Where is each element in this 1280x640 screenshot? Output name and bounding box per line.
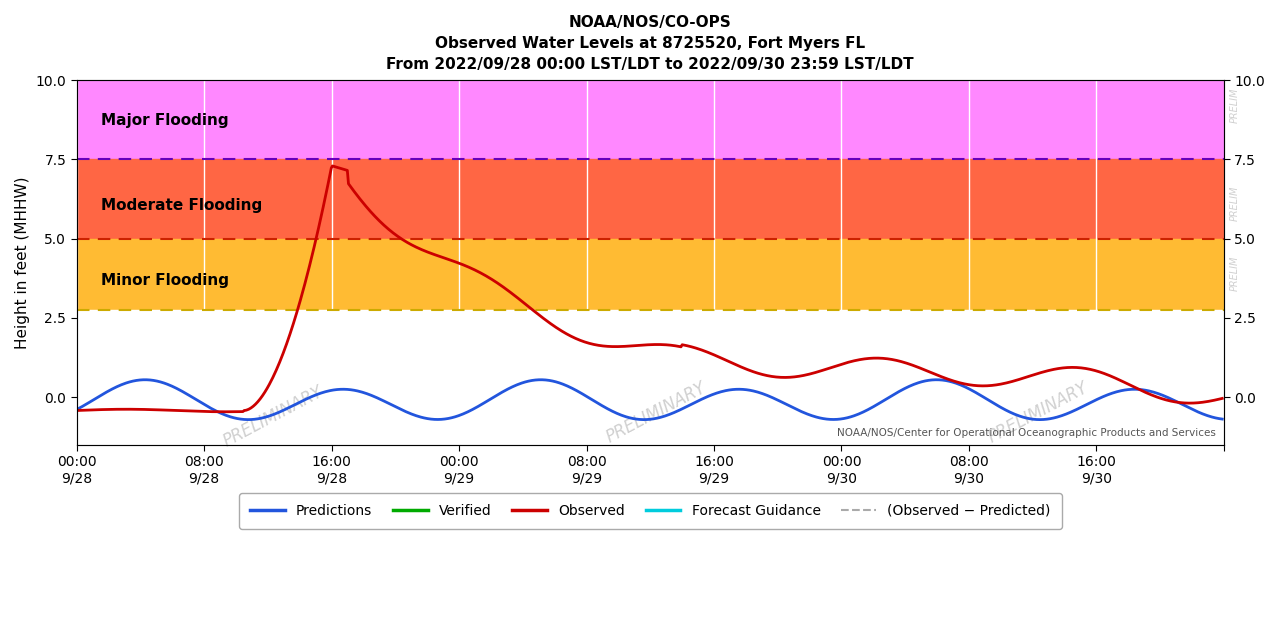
Bar — [77, 159, 1224, 239]
Text: PRELIMINARY: PRELIMINARY — [220, 382, 326, 450]
Y-axis label: Height in feet (MHHW): Height in feet (MHHW) — [15, 176, 29, 349]
Text: PRELIMINARY: PRELIMINARY — [603, 379, 709, 447]
Legend: Predictions, Verified, Observed, Forecast Guidance, (Observed − Predicted): Predictions, Verified, Observed, Forecas… — [239, 493, 1061, 529]
Title: NOAA/NOS/CO-OPS
Observed Water Levels at 8725520, Fort Myers FL
From 2022/09/28 : NOAA/NOS/CO-OPS Observed Water Levels at… — [387, 15, 914, 72]
Bar — [77, 80, 1224, 159]
Bar — [77, 239, 1224, 310]
Text: NOAA/NOS/Center for Operational Oceanographic Products and Services: NOAA/NOS/Center for Operational Oceanogr… — [837, 428, 1216, 438]
Text: PRELIM: PRELIM — [1230, 256, 1239, 291]
Text: Minor Flooding: Minor Flooding — [101, 273, 229, 287]
Text: PRELIM: PRELIM — [1230, 88, 1239, 123]
Text: Major Flooding: Major Flooding — [101, 113, 228, 127]
Bar — [77, 310, 1224, 445]
Text: Moderate Flooding: Moderate Flooding — [101, 198, 262, 213]
Text: PRELIMINARY: PRELIMINARY — [984, 379, 1091, 447]
Text: PRELIM: PRELIM — [1230, 186, 1239, 221]
